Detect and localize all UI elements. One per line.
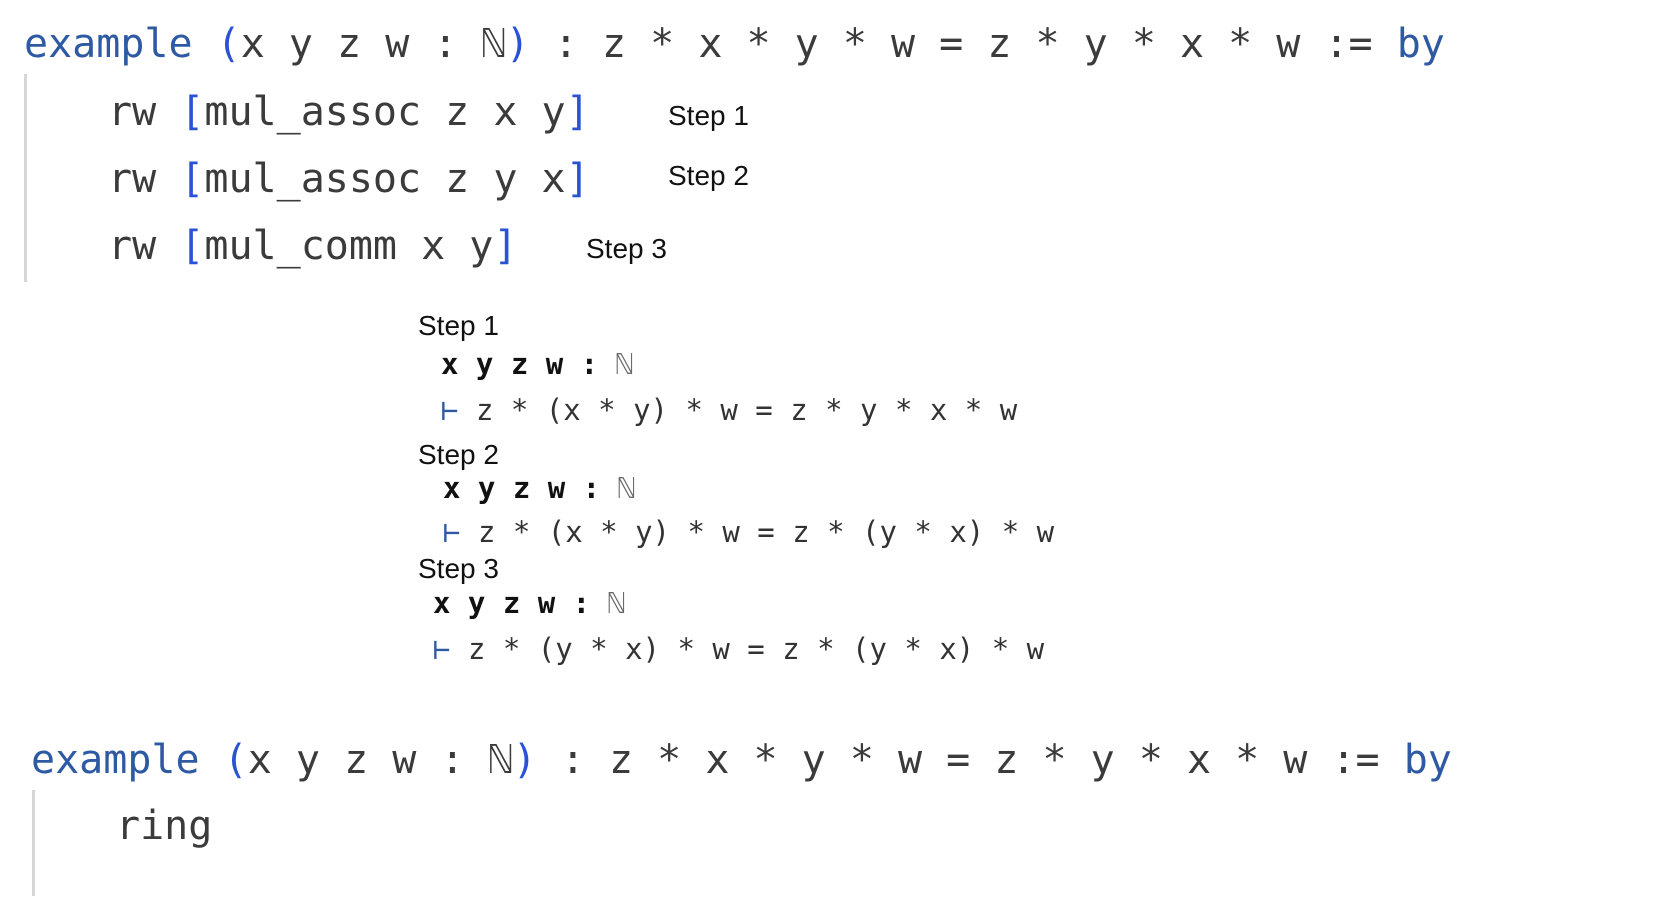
turnstile-icon: ⊢ <box>433 632 451 666</box>
example-1-header: example (x y z w : ℕ) : z * x * y * w = … <box>24 20 1445 68</box>
tactic-arg: mul_assoc z y x <box>204 156 566 202</box>
theorem-statement: : z * x * y * w = z * y * x * w := <box>529 21 1397 67</box>
hyp-type: ℕ <box>615 347 634 381</box>
tactic-line-2: rw [mul_assoc z y x] <box>108 155 590 203</box>
binder-vars: x y z w : ℕ <box>247 737 513 783</box>
bracket-close: ] <box>565 89 590 135</box>
keyword-example: example <box>31 737 200 783</box>
hyp-vars: x y z w : <box>443 471 601 505</box>
turnstile-icon: ⊢ <box>441 393 459 427</box>
tactic-arg: mul_assoc z x y <box>204 89 566 135</box>
hyp-vars: x y z w : <box>433 586 591 620</box>
theorem-statement: : z * x * y * w = z * y * x * w := <box>536 737 1404 783</box>
goal-label-3: Step 3 <box>418 553 499 584</box>
step-note-1: Step 1 <box>668 100 749 131</box>
hypothesis-line-1: x y z w : ℕ <box>441 347 633 381</box>
goal-label-1: Step 1 <box>418 310 499 341</box>
binder-open: ( <box>223 737 248 783</box>
binder-open: ( <box>216 21 241 67</box>
goal-line-1: ⊢ z * (x * y) * w = z * y * x * w <box>441 393 1017 427</box>
keyword-by: by <box>1403 737 1452 783</box>
tactic-name: rw <box>108 89 157 135</box>
goal-expr: z * (x * y) * w = z * (y * x) * w <box>477 515 1055 549</box>
goal-line-2: ⊢ z * (x * y) * w = z * (y * x) * w <box>443 515 1054 549</box>
keyword-by: by <box>1396 21 1445 67</box>
indent-guide <box>24 74 27 282</box>
hypothesis-line-2: x y z w : ℕ <box>443 471 635 505</box>
binder-vars: x y z w : ℕ <box>240 21 506 67</box>
tactic-name: rw <box>108 223 157 269</box>
step-note-2: Step 2 <box>668 160 749 191</box>
bracket-close: ] <box>493 223 518 269</box>
binder-close: ) <box>512 737 537 783</box>
goal-label-2: Step 2 <box>418 439 499 470</box>
tactic-line-ring: ring <box>116 803 213 849</box>
keyword-example: example <box>24 21 193 67</box>
bracket-open: [ <box>180 156 205 202</box>
hypothesis-line-3: x y z w : ℕ <box>433 586 625 620</box>
hyp-type: ℕ <box>617 471 636 505</box>
example-2-header: example (x y z w : ℕ) : z * x * y * w = … <box>31 736 1452 784</box>
goal-line-3: ⊢ z * (y * x) * w = z * (y * x) * w <box>433 632 1044 666</box>
tactic-line-1: rw [mul_assoc z x y] <box>108 88 590 136</box>
turnstile-icon: ⊢ <box>443 515 461 549</box>
hyp-vars: x y z w : <box>441 347 599 381</box>
bracket-open: [ <box>180 89 205 135</box>
step-note-3: Step 3 <box>586 233 667 264</box>
bracket-close: ] <box>565 156 590 202</box>
hyp-type: ℕ <box>607 586 626 620</box>
tactic-name: rw <box>108 156 157 202</box>
indent-guide <box>32 790 35 896</box>
goal-expr: z * (y * x) * w = z * (y * x) * w <box>467 632 1045 666</box>
tactic-arg: mul_comm x y <box>204 223 494 269</box>
bracket-open: [ <box>180 223 205 269</box>
goal-expr: z * (x * y) * w = z * y * x * w <box>475 393 1018 427</box>
tactic-line-3: rw [mul_comm x y] <box>108 222 517 270</box>
binder-close: ) <box>505 21 530 67</box>
